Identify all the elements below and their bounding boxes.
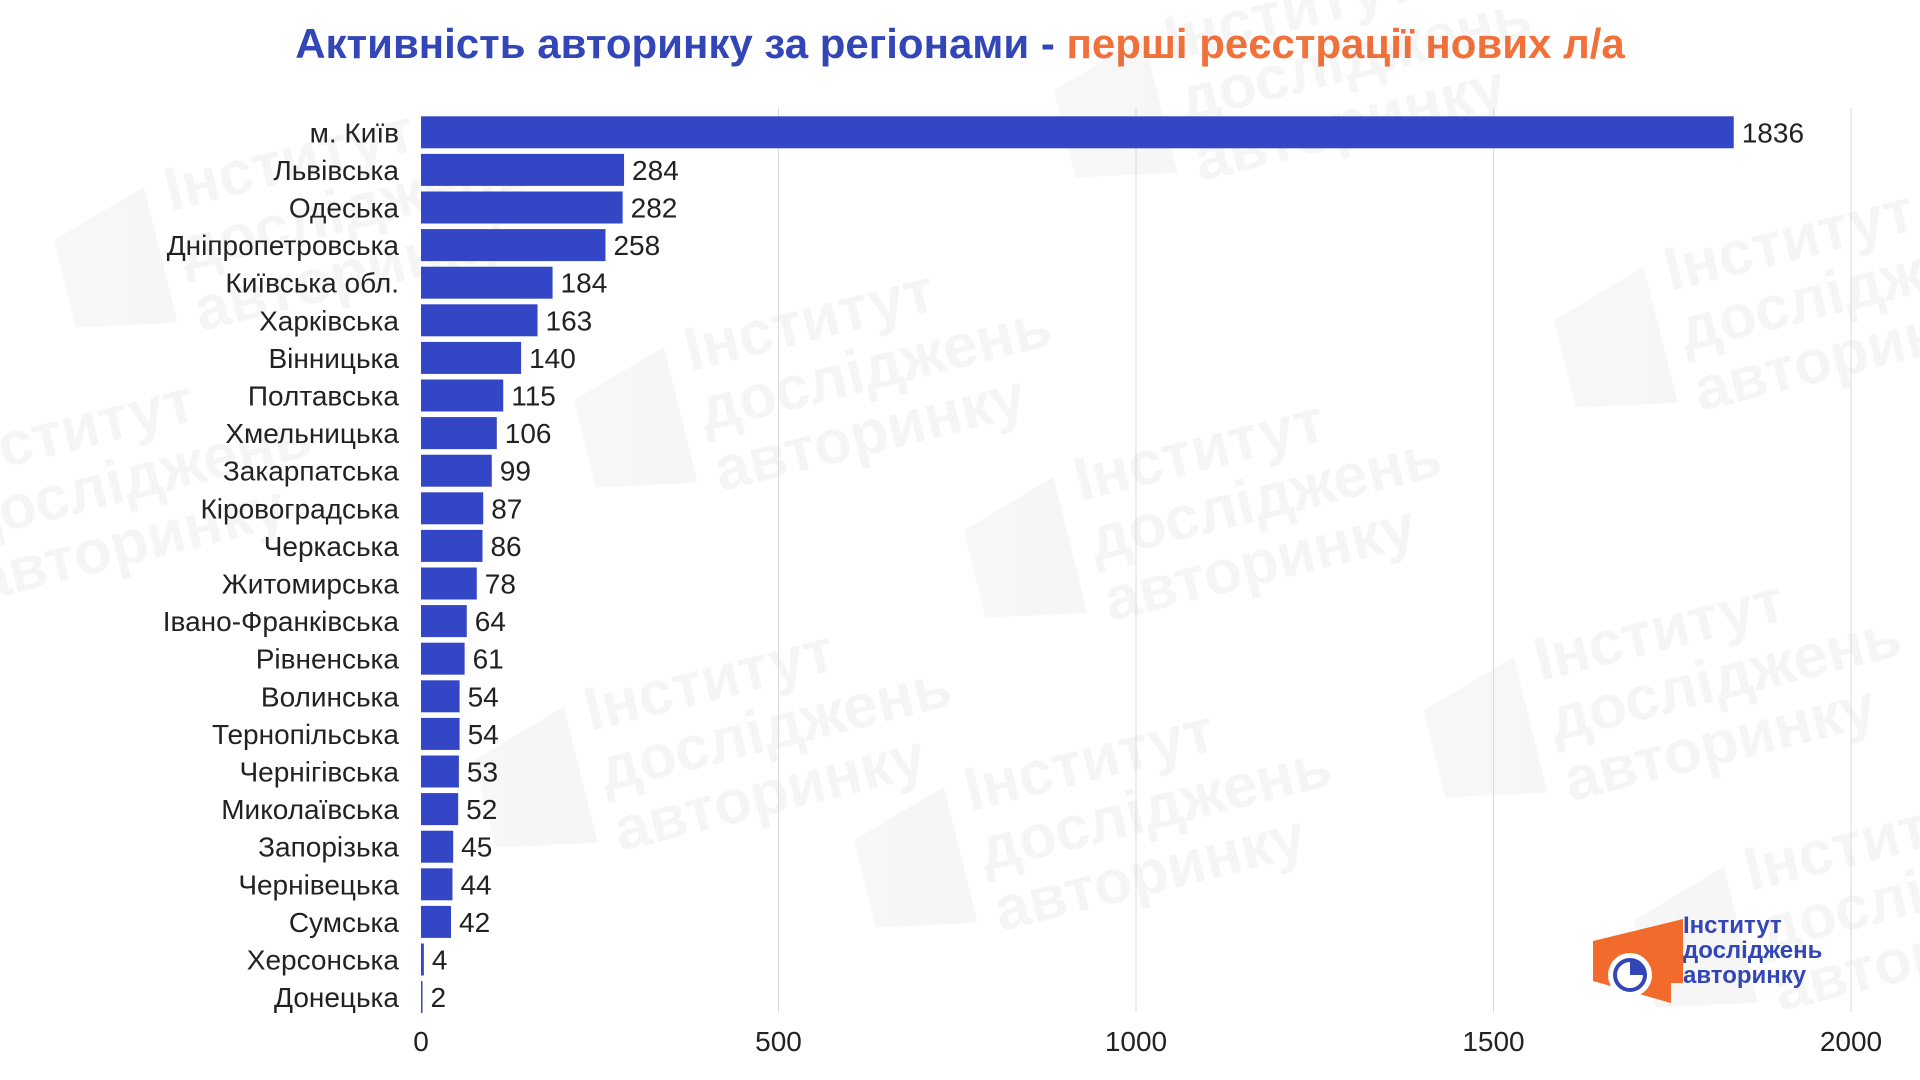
bar <box>421 755 459 788</box>
data-label: 106 <box>505 418 552 449</box>
bar <box>421 793 459 826</box>
title-separator: - <box>1029 20 1067 67</box>
data-label: 54 <box>468 681 499 712</box>
title-accent: перші реєстрації нових л/а <box>1066 20 1625 67</box>
data-label: 99 <box>500 456 531 487</box>
data-label: 140 <box>529 343 576 374</box>
category-label: м. Київ <box>310 117 399 148</box>
category-label: Київська обл. <box>225 268 399 299</box>
category-label: Житомирська <box>222 569 399 600</box>
category-label: Тернопільська <box>212 719 399 750</box>
category-label: Хмельницька <box>225 418 399 449</box>
category-label: Сумська <box>289 907 400 938</box>
category-label: Черкаська <box>264 531 400 562</box>
data-label: 53 <box>467 757 498 788</box>
bar <box>421 379 504 412</box>
category-label: Харківська <box>259 305 399 336</box>
data-label: 184 <box>561 268 608 299</box>
data-label: 44 <box>460 869 491 900</box>
category-label: Закарпатська <box>223 456 400 487</box>
bar <box>421 116 1734 149</box>
bar <box>421 868 453 901</box>
category-label: Львівська <box>273 155 399 186</box>
category-label: Кіровоградська <box>200 493 399 524</box>
bar <box>421 943 424 976</box>
category-label: Рівненська <box>256 644 400 675</box>
x-tick-label: 2000 <box>1820 1026 1882 1057</box>
bar <box>421 417 497 450</box>
data-label: 54 <box>468 719 499 750</box>
x-tick-label: 500 <box>755 1026 802 1057</box>
category-label: Донецька <box>274 982 399 1013</box>
bar <box>421 153 625 186</box>
category-labels: м. Київ Львівська Одеська Дніпропетровська К… <box>163 117 400 1013</box>
bar <box>421 304 538 337</box>
category-label: Херсонська <box>247 945 400 976</box>
bar <box>421 680 460 713</box>
bars <box>421 116 1734 1014</box>
category-label: Миколаївська <box>221 794 399 825</box>
category-label: Чернігівська <box>239 757 399 788</box>
bar <box>421 830 454 863</box>
logo-line-1: Інститут <box>1683 912 1782 939</box>
bar <box>421 567 477 600</box>
data-label: 61 <box>473 644 504 675</box>
pie-chart-icon <box>1593 919 1683 1003</box>
bar <box>421 341 522 374</box>
data-label: 87 <box>491 493 522 524</box>
category-label: Одеська <box>289 193 400 224</box>
x-tick-label: 1500 <box>1462 1026 1524 1057</box>
gridlines <box>778 108 1852 1012</box>
data-label: 2 <box>431 982 447 1013</box>
logo-line-3: авторинку <box>1683 962 1807 989</box>
data-label: 282 <box>631 193 678 224</box>
bar <box>421 529 483 562</box>
data-label: 163 <box>546 305 593 336</box>
bar <box>421 229 606 262</box>
data-label: 78 <box>485 569 516 600</box>
logo-text: Інститут досліджень авторинку <box>1683 913 1822 988</box>
bar <box>421 717 460 750</box>
data-label: 42 <box>459 907 490 938</box>
chart-title: Активність авторинку за регіонами - перш… <box>0 20 1920 68</box>
bar <box>421 191 623 224</box>
bar <box>421 454 492 487</box>
data-label: 284 <box>632 155 679 186</box>
x-tick-label: 1000 <box>1105 1026 1167 1057</box>
data-label: 86 <box>490 531 521 562</box>
data-label: 1836 <box>1742 117 1804 148</box>
bar <box>421 605 467 638</box>
x-axis-ticks: 0 500 1000 1500 2000 <box>413 1026 1882 1057</box>
data-label: 4 <box>432 945 448 976</box>
bar <box>421 642 465 675</box>
category-label: Запорізька <box>258 832 399 863</box>
category-label: Дніпропетровська <box>167 230 400 261</box>
bar <box>421 492 484 525</box>
bar <box>421 266 553 299</box>
category-label: Вінницька <box>268 343 399 374</box>
data-label: 115 <box>511 381 556 412</box>
bar <box>421 905 452 938</box>
bar <box>421 981 423 1014</box>
x-tick-label: 0 <box>413 1026 429 1057</box>
logo-line-2: досліджень <box>1683 937 1823 964</box>
category-label: Полтавська <box>248 381 400 412</box>
data-label: 258 <box>613 230 660 261</box>
category-label: Івано-Франківська <box>163 606 400 637</box>
category-label: Чернівецька <box>238 869 399 900</box>
category-label: Волинська <box>261 681 400 712</box>
data-label: 45 <box>461 832 492 863</box>
title-main: Активність авторинку за регіонами <box>295 20 1030 67</box>
data-label: 52 <box>466 794 497 825</box>
data-label: 64 <box>475 606 506 637</box>
